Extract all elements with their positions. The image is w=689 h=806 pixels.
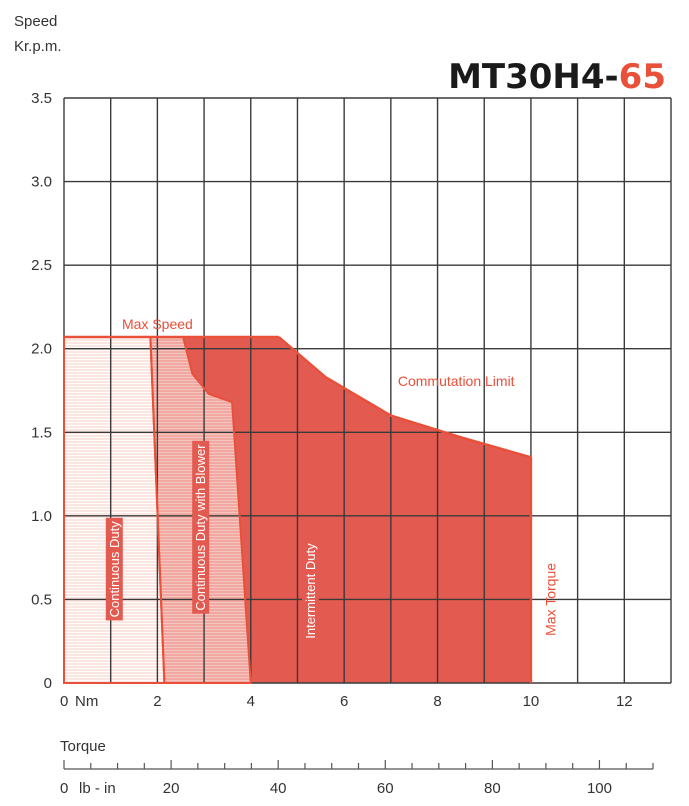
y-tick-label-2-5: 2.5 xyxy=(31,257,52,274)
y-tick-label-2: 2.0 xyxy=(31,341,52,358)
annotation-max-torque: Max Torque xyxy=(543,563,559,636)
annotation-commutation-limit: Commutation Limit xyxy=(398,373,515,389)
y-tick-label-0: 0 xyxy=(44,675,52,692)
y-tick-label-3: 3.0 xyxy=(31,174,52,191)
annotation-bg-continuous-duty-with-blower xyxy=(192,440,210,614)
x-tick-label-4: 4 xyxy=(247,693,255,710)
annotation-intermittent-duty: Intermittent Duty xyxy=(301,539,319,642)
annotation-bg-continuous-duty xyxy=(105,517,123,621)
annotation-text-max-torque: Max Torque xyxy=(543,563,559,636)
secondary-tick-label-100: 100 xyxy=(587,780,612,797)
boundary-commutation-limit xyxy=(277,336,532,459)
secondary-unit-label: lb - in xyxy=(79,780,116,797)
region-outline-continuous-duty-with-blower xyxy=(149,336,252,684)
x-tick-label-12: 12 xyxy=(616,693,633,710)
annotation-continuous-duty: Continuous Duty xyxy=(105,517,123,621)
x-tick-label-6: 6 xyxy=(340,693,348,710)
chart-title: MT30H4-65 xyxy=(448,57,666,97)
annotation-text-commutation-limit: Commutation Limit xyxy=(398,373,515,389)
annotation-bg-intermittent-duty xyxy=(301,539,319,642)
y-tick-label-1: 1.0 xyxy=(31,508,52,525)
plot-area: 0 0.5 1.0 1.5 2.0 2.5 3.0 3.5 0 2 4 6 8 10 12 Nm Max Spe… xyxy=(31,90,672,710)
secondary-tick-label-40: 40 xyxy=(270,780,287,797)
chart-title-model-prefix: MT30H4- xyxy=(448,57,619,97)
region-continuous-duty xyxy=(64,337,165,683)
annotation-max-speed: Max Speed xyxy=(122,316,193,332)
secondary-tick-label-60: 60 xyxy=(377,780,394,797)
y-axis-title-line-2: Kr.p.m. xyxy=(14,38,62,55)
x-tick-label-0: 0 xyxy=(60,693,68,710)
y-axis-title-line-1: Speed xyxy=(14,13,57,30)
y-tick-label-1-5: 1.5 xyxy=(31,424,52,441)
x-tick-label-8: 8 xyxy=(433,693,441,710)
region-intermittent-duty xyxy=(183,337,531,683)
x-tick-label-10: 10 xyxy=(523,693,540,710)
annotation-continuous-duty-with-blower: Continuous Duty with Blower xyxy=(192,440,210,614)
annotation-text-continuous-duty: Continuous Duty xyxy=(107,521,122,618)
annotation-text-intermittent-duty: Intermittent Duty xyxy=(303,543,318,639)
secondary-tick-label-80: 80 xyxy=(484,780,501,797)
x-unit-label: Nm xyxy=(75,693,98,710)
secondary-torque-axis: 0 20 40 60 80 100 lb - in xyxy=(60,760,654,797)
y-tick-label-3-5: 3.5 xyxy=(31,90,52,107)
x-axis-title: Torque xyxy=(60,738,106,755)
x-tick-label-2: 2 xyxy=(153,693,161,710)
secondary-tick-label-0: 0 xyxy=(60,780,68,797)
chart-title-model-suffix: 65 xyxy=(619,57,666,97)
secondary-tick-label-20: 20 xyxy=(163,780,180,797)
annotation-text-max-speed: Max Speed xyxy=(122,316,193,332)
y-tick-label-0-5: 0.5 xyxy=(31,591,52,608)
annotation-text-continuous-duty-with-blower: Continuous Duty with Blower xyxy=(193,444,208,611)
